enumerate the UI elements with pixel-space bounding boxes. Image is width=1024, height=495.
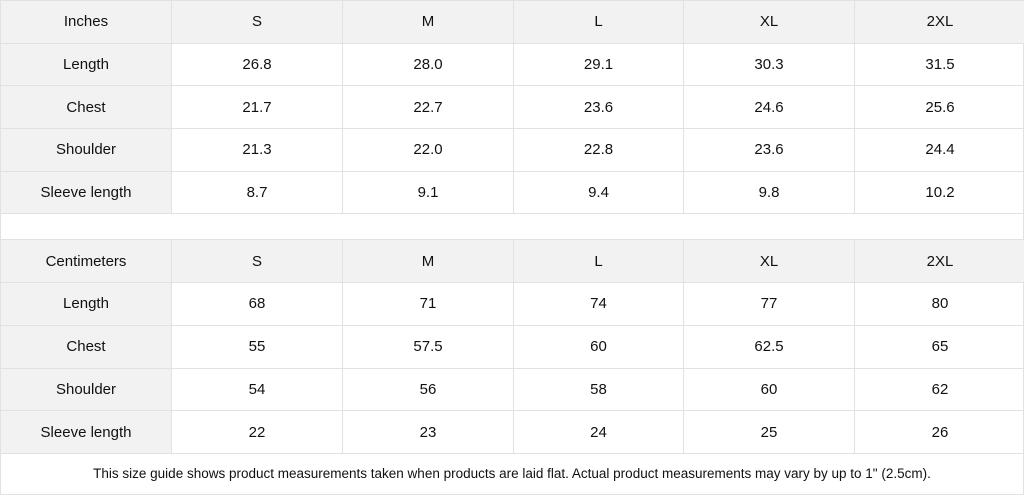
- size-header: 2XL: [855, 1, 1024, 44]
- measurement-label: Length: [1, 43, 172, 87]
- measurement-value: 68: [172, 283, 343, 326]
- size-header: S: [172, 240, 343, 284]
- measurement-label: Chest: [1, 86, 172, 130]
- measurement-value: 22.0: [343, 129, 514, 172]
- measurement-value: 55: [172, 325, 343, 369]
- measurement-value: 80: [855, 283, 1024, 326]
- measurement-value: 60: [514, 325, 684, 369]
- size-header: L: [514, 240, 684, 284]
- measurement-value: 26: [855, 411, 1024, 454]
- measurement-value: 71: [343, 283, 514, 326]
- measurement-value: 9.1: [343, 171, 514, 215]
- measurement-value: 28.0: [343, 43, 514, 87]
- measurement-value: 30.3: [684, 43, 855, 87]
- measurement-value: 77: [684, 283, 855, 326]
- measurement-value: 21.7: [172, 86, 343, 130]
- centimeters-table: Centimeters S M L XL 2XL Length 68 71 74 77 80 Chest…: [1, 240, 1024, 454]
- unit-header: Inches: [1, 1, 172, 44]
- measurement-label: Sleeve length: [1, 171, 172, 215]
- measurement-value: 65: [855, 326, 1024, 369]
- measurement-value: 62.5: [684, 325, 855, 369]
- measurement-value: 8.7: [172, 171, 343, 215]
- measurement-value: 23.6: [684, 129, 855, 172]
- size-header: XL: [684, 240, 855, 284]
- measurement-value: 10.2: [855, 172, 1024, 215]
- measurement-label: Length: [1, 283, 172, 326]
- measurement-value: 25.6: [855, 86, 1024, 130]
- measurement-value: 24.6: [684, 86, 855, 130]
- measurement-value: 60: [684, 368, 855, 412]
- measurement-value: 26.8: [172, 43, 343, 87]
- measurement-label: Shoulder: [1, 129, 172, 172]
- measurement-value: 58: [514, 368, 684, 412]
- measurement-value: 54: [172, 368, 343, 412]
- measurement-value: 22.7: [343, 86, 514, 130]
- measurement-value: 9.8: [684, 171, 855, 215]
- size-header: L: [514, 1, 684, 44]
- measurement-value: 29.1: [514, 43, 684, 87]
- measurement-value: 31.5: [855, 44, 1024, 87]
- measurement-value: 62: [855, 369, 1024, 412]
- size-header: S: [172, 1, 343, 44]
- size-header: XL: [684, 1, 855, 44]
- measurement-value: 24: [514, 411, 684, 454]
- measurement-value: 23: [343, 411, 514, 454]
- inches-table: Inches S M L XL 2XL Length 26.8 28.0 29.1 30.3 31.5…: [1, 1, 1024, 215]
- size-header: M: [343, 1, 514, 44]
- measurement-value: 22: [172, 411, 343, 454]
- measurement-label: Shoulder: [1, 368, 172, 412]
- measurement-label: Sleeve length: [1, 411, 172, 454]
- measurement-value: 21.3: [172, 129, 343, 172]
- measurement-value: 56: [343, 368, 514, 412]
- unit-header: Centimeters: [1, 240, 172, 284]
- measurement-value: 24.4: [855, 129, 1024, 172]
- measurement-value: 57.5: [343, 325, 514, 369]
- size-guide-note: This size guide shows product measuremen…: [93, 466, 931, 482]
- measurement-value: 22.8: [514, 129, 684, 172]
- measurement-value: 74: [514, 283, 684, 326]
- measurement-value: 9.4: [514, 171, 684, 215]
- size-header: M: [343, 240, 514, 284]
- measurement-value: 23.6: [514, 86, 684, 130]
- table-spacer: [1, 214, 1023, 241]
- measurement-label: Chest: [1, 325, 172, 369]
- size-header: 2XL: [855, 240, 1024, 284]
- measurement-value: 25: [684, 411, 855, 454]
